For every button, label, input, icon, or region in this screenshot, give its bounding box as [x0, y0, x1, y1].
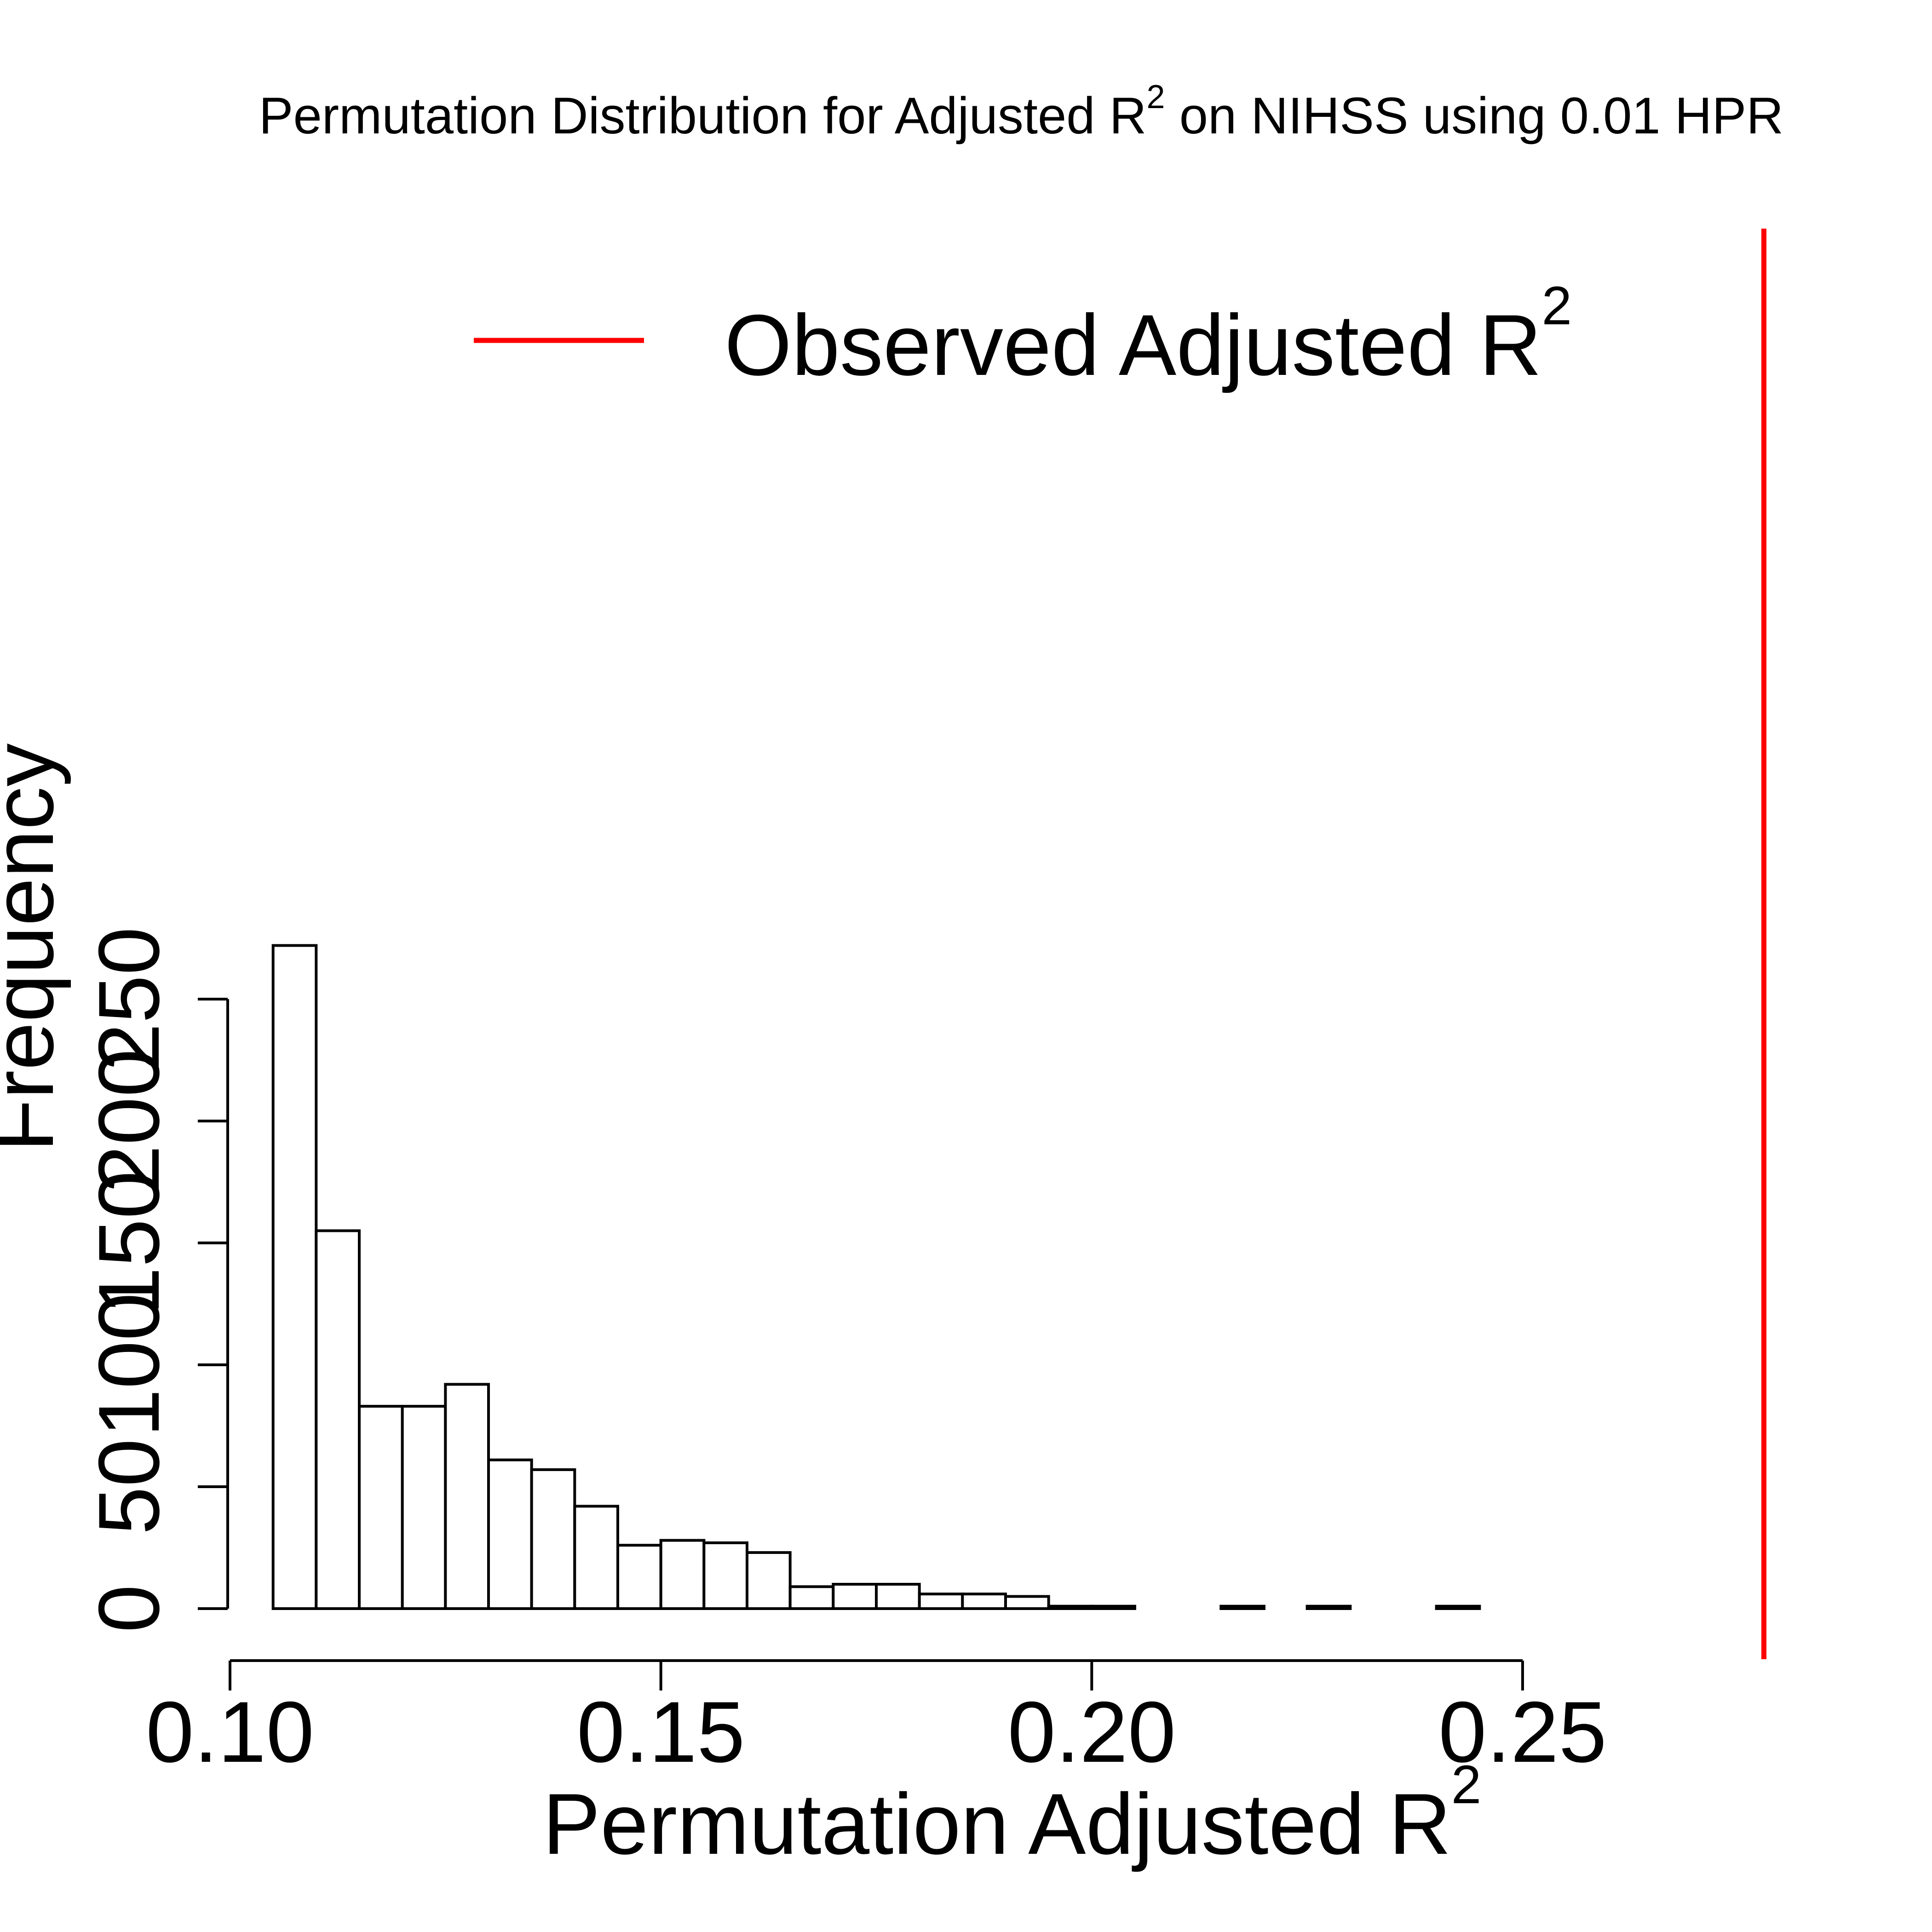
x-axis-title: Permutation Adjusted R2 [543, 1754, 1482, 1872]
y-tick-label-2: 100 [80, 1293, 177, 1437]
histogram-bar-16 [961, 1593, 1007, 1610]
chart-title: Permutation Distribution for Adjusted R2… [259, 79, 1784, 144]
histogram-bar-8 [616, 1544, 662, 1610]
chart-title-main: Permutation Distribution for Adjusted R [259, 87, 1147, 144]
histogram-bar-10 [702, 1541, 749, 1610]
histogram-bar-24 [1305, 1604, 1352, 1610]
histogram-bar-7 [573, 1505, 620, 1610]
x-axis-title-superscript: 2 [1451, 1754, 1482, 1815]
histogram-bar-13 [832, 1583, 878, 1610]
histogram-bar-3 [401, 1405, 447, 1610]
x-tick-label-2: 0.20 [1007, 1684, 1176, 1780]
x-tick-label-1: 0.15 [577, 1684, 745, 1780]
y-tick-label-1: 50 [80, 1438, 177, 1535]
x-tick-label-3: 0.25 [1438, 1684, 1607, 1780]
histogram-bar-9 [659, 1539, 706, 1610]
histogram-bar-0 [271, 944, 318, 1610]
histogram-bar-15 [918, 1593, 964, 1610]
y-tick-label-4: 200 [80, 1049, 177, 1193]
histogram-bars [271, 944, 1481, 1610]
chart-title-superscript: 2 [1147, 79, 1165, 115]
histogram-bar-14 [875, 1583, 921, 1610]
legend-label-main: Observed Adjusted R [724, 297, 1542, 393]
histogram-bar-12 [788, 1585, 835, 1610]
histogram-bar-6 [530, 1468, 576, 1610]
y-axis-title: Frequency [0, 743, 71, 1152]
histogram-bar-11 [746, 1551, 792, 1610]
histogram-bar-2 [358, 1405, 404, 1610]
histogram-bar-1 [315, 1229, 361, 1610]
x-axis: 0.10 0.15 0.20 0.25 [146, 1659, 1607, 1780]
legend-label-superscript: 2 [1542, 276, 1572, 336]
histogram-bar-19 [1090, 1604, 1136, 1610]
legend: Observed Adjusted R2 [474, 276, 1572, 393]
histogram-bar-27 [1435, 1604, 1481, 1610]
histogram-bar-18 [1047, 1604, 1093, 1610]
y-tick-label-0: 0 [80, 1585, 177, 1633]
histogram-bar-17 [1004, 1595, 1050, 1610]
chart-title-suffix: on NIHSS using 0.01 HPR [1165, 87, 1784, 144]
histogram-bar-5 [487, 1458, 533, 1610]
y-tick-label-5: 250 [80, 927, 177, 1071]
y-tick-label-3: 150 [80, 1171, 177, 1315]
x-axis-title-main: Permutation Adjusted R [543, 1776, 1451, 1872]
legend-label: Observed Adjusted R2 [724, 276, 1572, 393]
x-tick-label-0: 0.10 [146, 1684, 314, 1780]
histogram-bar-4 [444, 1383, 490, 1610]
histogram-bar-22 [1219, 1604, 1265, 1610]
